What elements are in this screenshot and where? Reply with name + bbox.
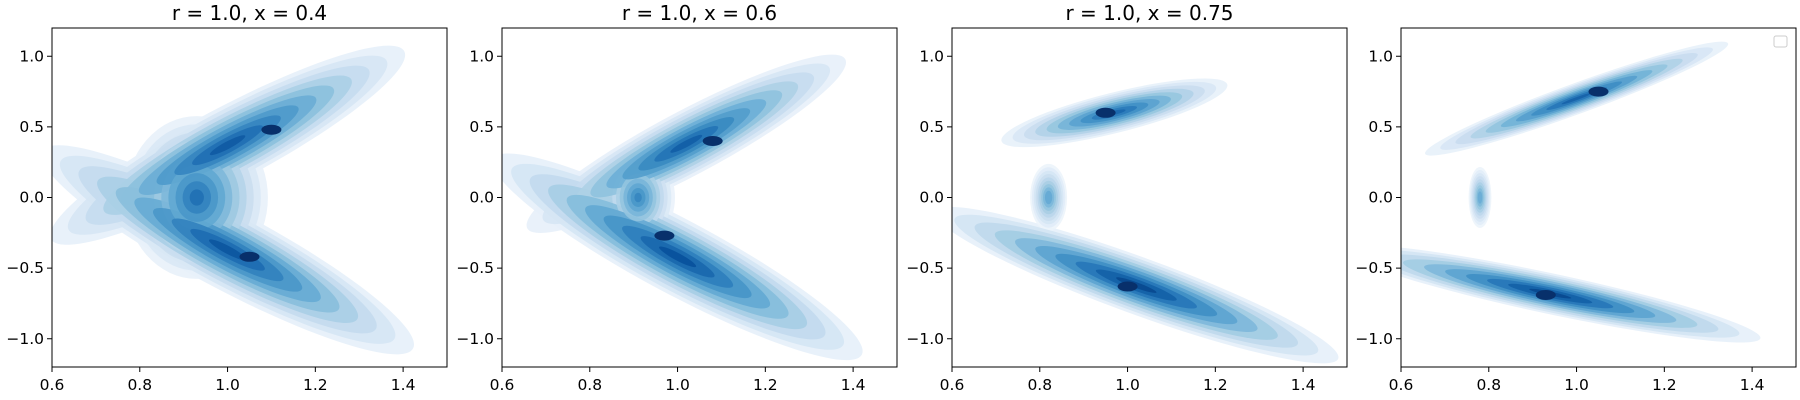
contour-level-10-lobe-3 — [634, 192, 642, 203]
x-tick-label: 1.0 — [665, 376, 690, 394]
x-tick-label: 0.6 — [1389, 376, 1414, 394]
density-peak-1 — [261, 124, 282, 135]
subplot-1: 0.6 0.8 1.0 1.2 1.4 −1.0 −0.5 0.0 0.5 1.0 r = 1.0,… — [6, 1, 448, 394]
y-tick-label: 0.0 — [19, 189, 44, 207]
density-peak-2 — [1588, 86, 1609, 97]
x-tick-label: 1.2 — [1203, 376, 1228, 394]
y-tick-label: −0.5 — [906, 259, 944, 277]
subplot-title: r = 1.0, x = 0.75 — [1065, 1, 1233, 25]
x-tick-label: 0.6 — [940, 376, 965, 394]
x-tick-label: 0.8 — [1027, 376, 1052, 394]
x-tick-label: 1.2 — [1652, 376, 1677, 394]
y-tick-label: −0.5 — [6, 259, 44, 277]
y-tick-label: 1.0 — [19, 47, 44, 65]
y-tick-label: 0.0 — [919, 189, 944, 207]
panels: 0.6 0.8 1.0 1.2 1.4 −1.0 −0.5 0.0 0.5 1.0 r = 1.0,… — [6, 1, 1797, 394]
density-peak-2 — [702, 136, 723, 146]
density-contours — [52, 45, 415, 355]
density-peak-1 — [1117, 281, 1138, 292]
y-tick-label: −1.0 — [6, 330, 44, 348]
density-contours — [502, 54, 863, 361]
density-contours — [1401, 41, 1761, 343]
y-tick-label: 0.5 — [469, 118, 494, 136]
x-tick-label: 1.0 — [1115, 376, 1140, 394]
y-tick-label: 0.0 — [1368, 189, 1393, 207]
density-peak-1 — [654, 230, 675, 241]
y-tick-label: 1.0 — [469, 47, 494, 65]
y-tick-label: 0.5 — [1368, 118, 1393, 136]
contour-level-10-lobe-2 — [670, 134, 703, 153]
y-tick-label: −1.0 — [906, 330, 944, 348]
x-tick-label: 0.8 — [577, 376, 602, 394]
x-tick-label: 1.4 — [1740, 376, 1765, 394]
x-tick-label: 1.0 — [1564, 376, 1589, 394]
x-tick-label: 1.0 — [215, 376, 240, 394]
x-tick-label: 0.8 — [127, 376, 152, 394]
contour-level-9-lobe-3 — [1477, 191, 1483, 204]
x-tick-label: 1.2 — [753, 376, 778, 394]
density-contours — [952, 78, 1339, 364]
y-tick-label: −1.0 — [456, 330, 494, 348]
density-peak-1 — [1535, 290, 1556, 300]
x-tick-label: 0.8 — [1476, 376, 1501, 394]
contour-level-10-lobe-3 — [189, 189, 204, 206]
x-tick-label: 0.6 — [490, 376, 515, 394]
legend-box — [1773, 35, 1788, 48]
subplot-4: 0.6 0.8 1.0 1.2 1.4 −1.0 −0.5 0.0 0.5 1.0 — [1355, 27, 1797, 394]
subplot-2: 0.6 0.8 1.0 1.2 1.4 −1.0 −0.5 0.0 0.5 1.0 r = 1.0,… — [456, 1, 898, 394]
y-tick-label: −0.5 — [456, 259, 494, 277]
x-tick-label: 1.4 — [1291, 376, 1316, 394]
x-tick-label: 1.2 — [303, 376, 328, 394]
contour-level-9-lobe-3 — [1044, 190, 1053, 205]
y-tick-label: −0.5 — [1355, 259, 1393, 277]
y-tick-label: 0.5 — [19, 118, 44, 136]
subplot-3: 0.6 0.8 1.0 1.2 1.4 −1.0 −0.5 0.0 0.5 1.0 r = 1.0,… — [906, 1, 1348, 394]
y-tick-label: 0.0 — [469, 189, 494, 207]
x-tick-label: 0.6 — [40, 376, 65, 394]
y-tick-label: 1.0 — [1368, 47, 1393, 65]
contour-level-10-lobe-2 — [1561, 92, 1592, 105]
subplot-title: r = 1.0, x = 0.6 — [622, 1, 777, 25]
density-peak-2 — [239, 251, 260, 262]
contour-level-10-lobe-1 — [659, 246, 697, 268]
contour-level-10-lobe-1 — [208, 239, 247, 261]
y-tick-label: 0.5 — [919, 118, 944, 136]
subplot-title: r = 1.0, x = 0.4 — [172, 1, 327, 25]
density-peak-2 — [1095, 107, 1116, 118]
x-tick-label: 1.4 — [391, 376, 416, 394]
y-tick-label: −1.0 — [1355, 330, 1393, 348]
y-tick-label: 1.0 — [919, 47, 944, 65]
contour-level-10-lobe-2 — [209, 135, 246, 156]
x-tick-label: 1.4 — [841, 376, 866, 394]
